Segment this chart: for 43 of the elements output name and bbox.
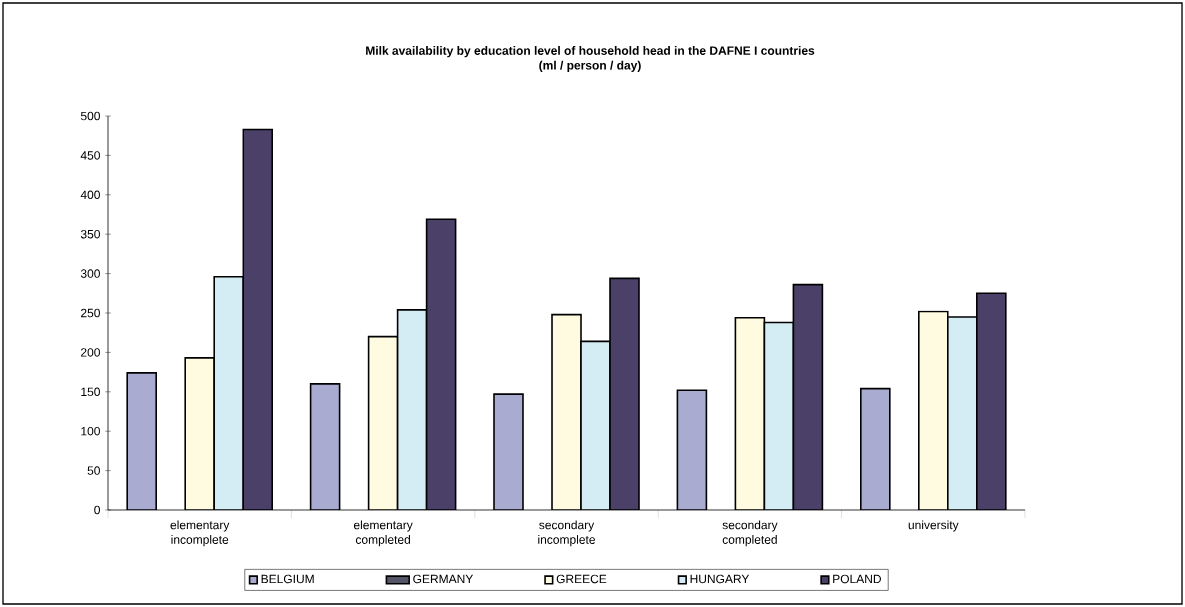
bar bbox=[425, 218, 457, 510]
bar bbox=[947, 316, 978, 510]
x-tick-label: elementary incomplete bbox=[170, 520, 230, 547]
y-tick-label: 300 bbox=[80, 269, 100, 278]
bar bbox=[396, 309, 428, 510]
bar bbox=[309, 383, 341, 510]
bar bbox=[493, 393, 524, 510]
y-tick-label: 50 bbox=[87, 466, 100, 475]
y-tick-label: 450 bbox=[80, 151, 100, 160]
chart-title: Milk availability by education level of household head in the DAFNE I countries bbox=[366, 46, 815, 58]
bar bbox=[551, 313, 582, 510]
legend-label: BELGIUM bbox=[261, 574, 314, 584]
y-tick-label: 350 bbox=[80, 229, 100, 239]
bar bbox=[763, 321, 795, 510]
bar bbox=[184, 357, 215, 510]
x-tick-label: university bbox=[908, 520, 959, 532]
bar bbox=[242, 128, 273, 510]
x-tick-label: secondary completed bbox=[722, 520, 778, 547]
bar bbox=[676, 389, 708, 510]
y-tick-label: 100 bbox=[81, 426, 100, 436]
bar bbox=[734, 316, 766, 510]
y-tick-label: 250 bbox=[81, 308, 100, 318]
y-tick-label: 400 bbox=[80, 190, 100, 200]
chart-subtitle: (ml / person / day) bbox=[539, 60, 641, 72]
bar bbox=[792, 283, 824, 510]
y-tick-label: 0 bbox=[94, 505, 100, 515]
x-tick-label: elementary completed bbox=[353, 520, 413, 547]
bar bbox=[580, 340, 611, 510]
bar bbox=[126, 372, 157, 510]
bar bbox=[860, 387, 891, 510]
x-tick-label: secondary incomplete bbox=[538, 520, 595, 547]
legend-label: POLAND bbox=[833, 574, 881, 584]
legend-label: GERMANY bbox=[413, 574, 474, 584]
y-tick-label: 500 bbox=[80, 111, 100, 121]
y-tick-label: 150 bbox=[81, 387, 100, 397]
legend-label: HUNGARY bbox=[690, 574, 750, 584]
bar bbox=[367, 335, 399, 510]
y-tick-label: 200 bbox=[81, 348, 100, 357]
bar bbox=[213, 275, 244, 510]
bar bbox=[976, 292, 1007, 510]
bar bbox=[609, 277, 640, 510]
bar bbox=[918, 310, 949, 510]
legend-label: GREECE bbox=[556, 574, 607, 584]
